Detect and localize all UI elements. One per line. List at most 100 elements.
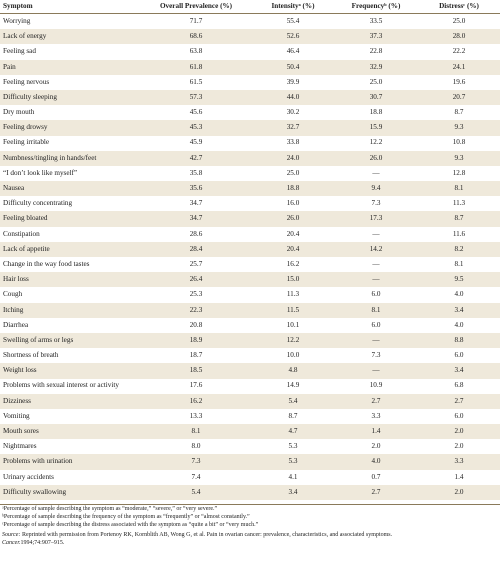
table-row: Mouth sores 8.1 4.7 1.4 2.0 <box>0 424 500 440</box>
overall-prevalence-cell: 28.6 <box>189 229 203 238</box>
distress-cell: 8.2 <box>418 241 500 257</box>
table-row: Change in the way food tastes 25.7 16.2 — 8.… <box>0 257 500 272</box>
symptom-name-cell: Feeling irritable <box>3 138 50 147</box>
intensity-cell: 12.2 <box>252 332 334 349</box>
header-symptom: Symptom <box>0 0 140 14</box>
distress-cell: 28.0 <box>418 29 500 45</box>
symptom-name-cell: Pain <box>0 59 140 75</box>
distress-cell: 2.0 <box>454 442 464 451</box>
overall-prevalence-cell: 7.4 <box>191 472 201 481</box>
header-distress: Distressᶜ (%) <box>418 0 500 14</box>
table-row: Difficulty sleeping 57.3 44.0 30.7 20.7 <box>0 89 500 106</box>
frequency-cell: — <box>372 229 380 238</box>
frequency-cell: 2.7 <box>334 393 418 409</box>
frequency-cell: 7.3 <box>371 351 381 360</box>
symptom-name-cell: Feeling drowsy <box>0 120 140 136</box>
distress-cell: 8.7 <box>418 211 500 227</box>
table-row: Lack of appetite 28.4 20.4 14.2 8.2 <box>0 241 500 257</box>
overall-prevalence-cell: 45.3 <box>140 120 252 136</box>
symptom-name-cell: Diarrhea <box>3 320 29 329</box>
table-row: Hair loss 26.4 15.0—9.5 <box>0 272 500 288</box>
overall-prevalence-cell: 57.3 <box>140 89 252 106</box>
overall-prevalence-cell: 25.3 <box>189 290 203 299</box>
symptom-name-cell: Urinary accidents <box>3 472 54 481</box>
intensity-cell: 8.7 <box>288 411 298 420</box>
overall-prevalence-cell: 5.4 <box>140 484 252 500</box>
frequency-cell: 33.5 <box>369 16 383 25</box>
frequency-cell: 8.1 <box>334 302 418 318</box>
intensity-cell: 4.1 <box>288 472 298 481</box>
symptom-name-cell: Vomiting <box>3 411 30 420</box>
footnote-b: ᵇPercentage of sample describing the fre… <box>2 514 250 520</box>
overall-prevalence-cell: 8.1 <box>140 424 252 440</box>
overall-prevalence-cell: 34.7 <box>189 199 203 208</box>
overall-prevalence-cell: 26.4 <box>140 272 252 288</box>
overall-prevalence-cell: 18.9 <box>140 332 252 349</box>
symptom-name-cell: Nausea <box>0 181 140 197</box>
frequency-cell: 3.3 <box>371 411 381 420</box>
table-header-row: Symptom Overall Prevalence (%) Intensity… <box>0 0 500 14</box>
distress-cell: 25.0 <box>452 16 466 25</box>
overall-prevalence-cell: 28.4 <box>140 241 252 257</box>
table-row: Dizziness 16.2 5.4 2.7 2.7 <box>0 393 500 409</box>
table-row: Feeling sad 63.8 46.4 22.8 22.2 <box>0 44 500 59</box>
overall-prevalence-cell: 8.0 <box>191 442 201 451</box>
intensity-cell: 46.4 <box>286 47 300 56</box>
overall-prevalence-cell: 61.5 <box>189 77 203 86</box>
distress-cell: 6.8 <box>454 381 464 390</box>
intensity-cell: 26.0 <box>252 211 334 227</box>
table-row: Difficulty concentrating 34.7 16.0 7.3 11.3 <box>0 196 500 211</box>
overall-prevalence-cell: 45.9 <box>189 138 203 147</box>
distress-cell: 2.7 <box>418 393 500 409</box>
frequency-cell: — <box>334 332 418 349</box>
intensity-cell: 18.8 <box>252 181 334 197</box>
distress-cell: 4.0 <box>454 320 464 329</box>
overall-prevalence-cell: 17.6 <box>189 381 203 390</box>
distress-cell: 19.6 <box>452 77 466 86</box>
symptom-name-cell: Feeling sad <box>3 47 36 56</box>
table-row: Feeling nervous 61.5 39.9 25.0 19.6 <box>0 75 500 90</box>
intensity-cell: 3.4 <box>252 484 334 500</box>
intensity-cell: 32.7 <box>252 120 334 136</box>
intensity-cell: 24.0 <box>252 150 334 166</box>
overall-prevalence-cell: 20.8 <box>189 320 203 329</box>
overall-prevalence-cell: 35.6 <box>140 181 252 197</box>
frequency-cell: 30.7 <box>334 89 418 106</box>
overall-prevalence-cell: 18.7 <box>189 351 203 360</box>
intensity-cell: 20.4 <box>286 229 300 238</box>
symptom-table: Symptom Overall Prevalence (%) Intensity… <box>0 0 500 500</box>
source-journal: Cancer. <box>2 540 21 546</box>
intensity-cell: 10.1 <box>286 320 300 329</box>
symptom-name-cell: Worrying <box>3 16 31 25</box>
table-row: Swelling of arms or legs 18.9 12.2—8.8 <box>0 332 500 349</box>
overall-prevalence-cell: 71.7 <box>189 16 203 25</box>
symptom-name-cell: Itching <box>0 302 140 318</box>
intensity-cell: 14.9 <box>286 381 300 390</box>
symptom-name-cell: “I don’t look like myself” <box>3 168 78 177</box>
overall-prevalence-cell: 25.7 <box>189 259 203 268</box>
symptom-name-cell: Dizziness <box>0 393 140 409</box>
overall-prevalence-cell: 35.8 <box>189 168 203 177</box>
intensity-cell: 4.8 <box>252 363 334 379</box>
intensity-cell: 5.3 <box>288 442 298 451</box>
table-row: Diarrhea 20.8 10.1 6.0 4.0 <box>0 318 500 333</box>
table-row: Shortness of breath 18.7 10.0 7.3 6.0 <box>0 348 500 363</box>
frequency-cell: 37.3 <box>334 29 418 45</box>
frequency-cell: 17.3 <box>334 211 418 227</box>
symptom-name-cell: Swelling of arms or legs <box>0 332 140 349</box>
symptom-name-cell: Numbness/tingling in hands/feet <box>0 150 140 166</box>
source-label: Source: <box>2 532 21 538</box>
table-body: Worrying 71.7 55.4 33.5 25.0 Lack of energy 68… <box>0 14 500 500</box>
overall-prevalence-cell: 22.3 <box>140 302 252 318</box>
source-text: Reprinted with permission from Portenoy … <box>20 532 393 538</box>
distress-cell: 8.1 <box>454 259 464 268</box>
intensity-cell: 4.7 <box>252 424 334 440</box>
distress-cell: 8.8 <box>418 332 500 349</box>
distress-cell: 3.4 <box>418 302 500 318</box>
distress-cell: 9.3 <box>418 150 500 166</box>
intensity-cell: 16.0 <box>286 199 300 208</box>
frequency-cell: 2.7 <box>334 484 418 500</box>
frequency-cell: 25.0 <box>369 77 383 86</box>
frequency-cell: — <box>372 259 380 268</box>
table-row: Constipation 28.6 20.4 — 11.6 <box>0 227 500 242</box>
